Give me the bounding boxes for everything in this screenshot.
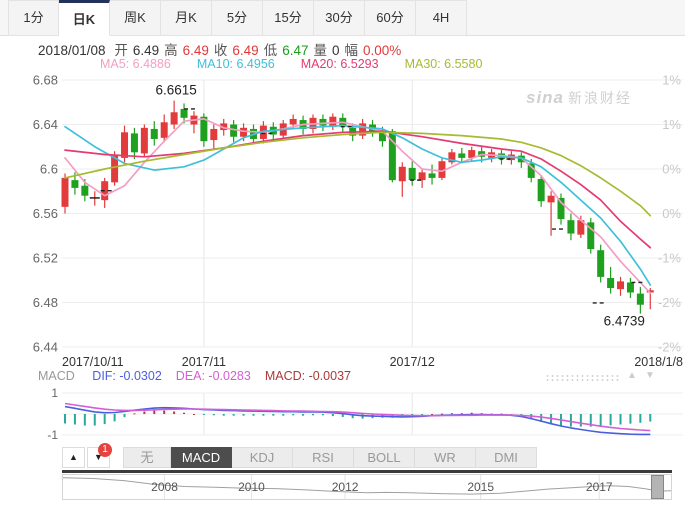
x-axis-label: 2017/11 (181, 355, 227, 369)
indicator-tab-DMI[interactable]: DMI (476, 447, 537, 468)
ma-legend-item: MA10: 6.4956 (196, 57, 275, 71)
pane-collapse-up-icon[interactable]: ▲ (627, 370, 637, 381)
navigator-year-label: 2010 (238, 480, 265, 494)
quote-field-value: 6.47 (282, 43, 309, 58)
svg-text:6.6615: 6.6615 (155, 83, 196, 98)
indicator-tab-BOLL[interactable]: BOLL (354, 447, 415, 468)
svg-text:6.64: 6.64 (33, 117, 58, 132)
macd-indicator-chart[interactable]: 1 -1 (0, 384, 685, 446)
x-axis-label: 2017/10/11 (62, 355, 124, 369)
quote-row: 2018/01/08 开 6.49 高 6.49 收 6.49 低 6.47 量 0 幅 0.00% (38, 39, 406, 58)
candlestick-chart[interactable]: 6.68 1% 6.64 1% 6.6 0% 6.56 0% 6.52 -1% 6.48 -2% 6.4… (0, 72, 685, 355)
svg-text:1%: 1% (662, 73, 681, 88)
tab-周K[interactable]: 周K (110, 0, 161, 36)
svg-text:-1%: -1% (658, 251, 682, 266)
quote-field-label: 低 (263, 43, 278, 58)
svg-text:1%: 1% (662, 117, 681, 132)
ma-legend-item: MA30: 6.5580 (404, 57, 483, 71)
svg-text:0%: 0% (662, 206, 681, 221)
indicator-tab-MACD[interactable]: MACD (171, 447, 232, 468)
pane-up-button[interactable]: ▲ (62, 447, 85, 468)
x-axis-label: 2018/1/8 (634, 355, 683, 369)
quote-field-label: 开 (114, 43, 128, 58)
quote-field-value: 6.49 (232, 43, 259, 58)
navigator-year-label: 2015 (467, 480, 495, 494)
quote-field-value: 6.49 (182, 43, 209, 58)
ma-legend-item: MA20: 6.5293 (300, 57, 379, 71)
quote-field-label: 量 (313, 43, 327, 58)
ma-legend-item: MA5: 6.4886 (100, 57, 171, 71)
svg-text:-1: -1 (47, 428, 58, 442)
quote-field-label: 收 (213, 43, 228, 58)
navigator-year-label: 2008 (151, 480, 178, 494)
quote-field-label: 高 (164, 43, 178, 58)
indicator-tabs: 无 MACD KDJ RSI BOLL WR DMI (112, 447, 537, 469)
macd-legend-item: DEA: -0.0283 (175, 369, 251, 383)
indicator-tab-KDJ[interactable]: KDJ (232, 447, 293, 468)
tab-日K[interactable]: 日K (59, 0, 110, 36)
navigator-mini-chart (63, 475, 671, 499)
navigator-year-label: 2012 (331, 480, 359, 494)
navigator-top-bar (62, 470, 672, 473)
macd-legend-item: MACD: -0.0037 (264, 369, 351, 383)
svg-text:6.68: 6.68 (33, 73, 58, 88)
indicator-badge: 1 (98, 443, 112, 457)
tab-60分[interactable]: 60分 (365, 0, 416, 36)
x-axis-label: 2017/12 (389, 355, 435, 369)
quote-field-value: 0 (331, 43, 340, 58)
macd-title: MACD (38, 369, 75, 383)
svg-text:1: 1 (51, 386, 58, 400)
indicator-tabbar: ▲ ▼ 无 MACD KDJ RSI BOLL WR DMI (62, 447, 537, 469)
svg-text:0%: 0% (662, 162, 681, 177)
svg-text:-2%: -2% (658, 295, 682, 310)
svg-text:6.44: 6.44 (33, 340, 58, 355)
svg-text:6.56: 6.56 (33, 206, 58, 221)
svg-text:-2%: -2% (658, 340, 682, 355)
indicator-tab-RSI[interactable]: RSI (293, 447, 354, 468)
svg-text:6.6: 6.6 (40, 162, 58, 177)
pane-resize-handle[interactable] (545, 374, 621, 382)
navigator-scroll-handle[interactable] (651, 475, 664, 499)
quote-field-value: 6.49 (132, 43, 160, 58)
ma-legend-row: MA5: 6.4886 MA10: 6.4956 MA20: 6.5293 MA30:… (100, 57, 508, 72)
x-axis-labels: 2017/10/11 2017/11 2017/12 2018/1/8 (0, 355, 685, 369)
indicator-tab-WR[interactable]: WR (415, 447, 476, 468)
quote-date: 2018/01/08 (38, 43, 106, 58)
pane-collapse-down-icon[interactable]: ▼ (645, 370, 655, 381)
quote-field-value: 0.00% (362, 43, 402, 58)
tab-4H[interactable]: 4H (416, 0, 467, 36)
tab-5分[interactable]: 5分 (212, 0, 263, 36)
svg-text:6.52: 6.52 (33, 251, 58, 266)
period-tabs: 1分 日K 周K 月K 5分 15分 30分 60分 4H (8, 0, 467, 36)
tab-15分[interactable]: 15分 (263, 0, 314, 36)
macd-legend-row: MACD DIF: -0.0302 DEA: -0.0283 MACD: -0.00… (38, 369, 365, 384)
tab-月K[interactable]: 月K (161, 0, 212, 36)
tab-30分[interactable]: 30分 (314, 0, 365, 36)
quote-field-label: 幅 (344, 43, 358, 58)
history-navigator[interactable]: 2008 2010 2012 2015 2017 (62, 474, 672, 500)
navigator-year-label: 2017 (585, 480, 613, 494)
tab-1分[interactable]: 1分 (8, 0, 59, 36)
macd-legend-item: DIF: -0.0302 (92, 369, 162, 383)
svg-text:6.4739: 6.4739 (604, 313, 645, 328)
svg-text:6.48: 6.48 (33, 295, 58, 310)
indicator-tab-无[interactable]: 无 (123, 447, 171, 468)
